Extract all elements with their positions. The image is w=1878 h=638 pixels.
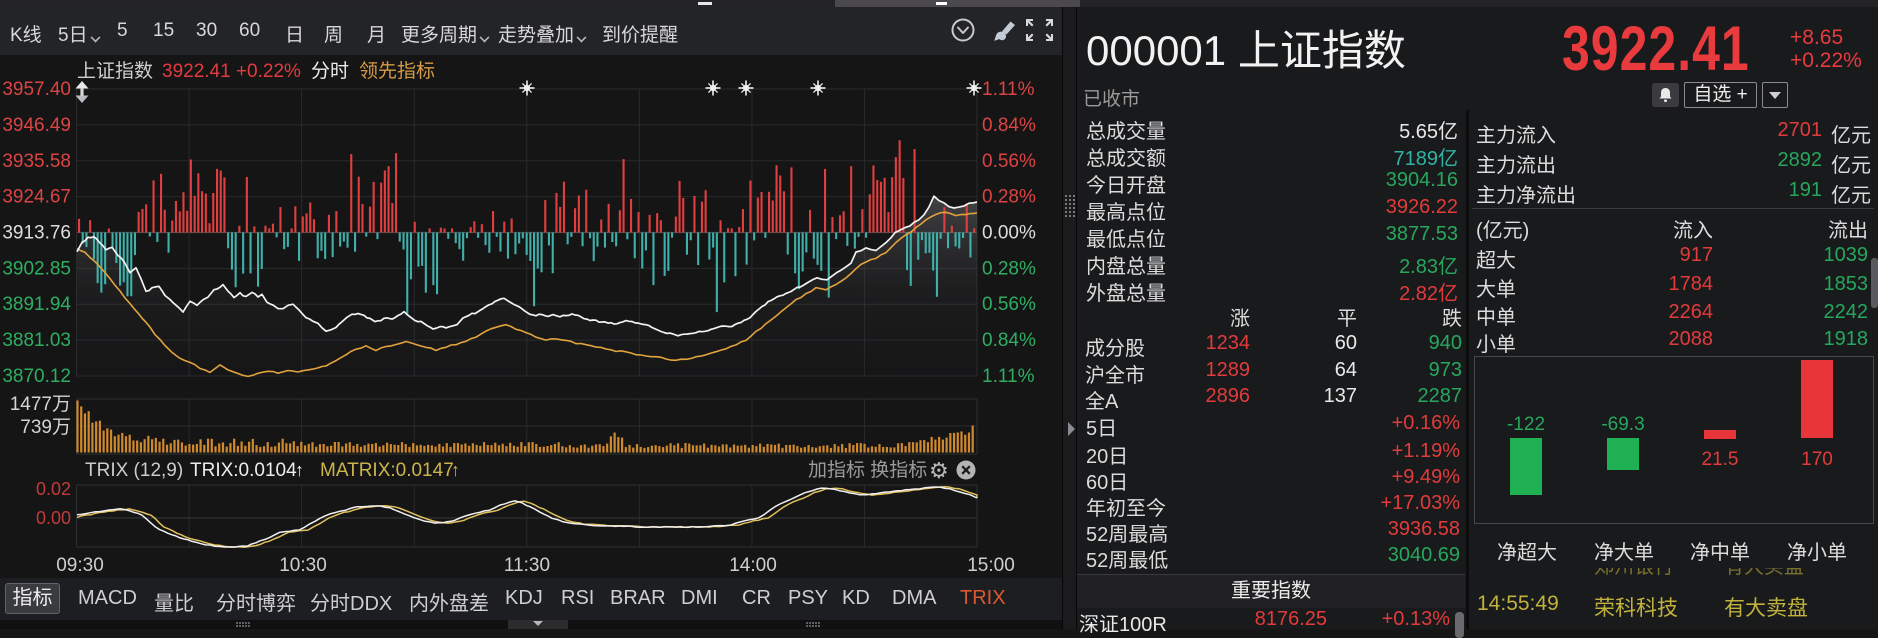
svg-text:15:00: 15:00	[967, 555, 1015, 576]
svg-text:11:30: 11:30	[504, 555, 550, 576]
svg-text:3902.85: 3902.85	[2, 258, 71, 279]
svg-text:0.00%: 0.00%	[982, 223, 1036, 244]
svg-text:1.11%: 1.11%	[982, 79, 1035, 100]
svg-text:3935.58: 3935.58	[2, 151, 71, 172]
svg-text:0.56%: 0.56%	[982, 294, 1036, 315]
svg-text:⚙: ⚙	[929, 458, 949, 483]
svg-text:3922.41 +0.22%: 3922.41 +0.22%	[162, 61, 301, 82]
svg-text:3891.94: 3891.94	[2, 294, 71, 315]
svg-text:0.84%: 0.84%	[982, 115, 1036, 136]
svg-text:3946.49: 3946.49	[2, 115, 71, 136]
svg-text:1477万: 1477万	[10, 394, 71, 415]
svg-text:739万: 739万	[20, 417, 71, 438]
svg-text:加指标 换指标: 加指标 换指标	[808, 459, 927, 481]
svg-text:上证指数: 上证指数	[77, 60, 153, 82]
svg-text:10:30: 10:30	[279, 555, 327, 576]
svg-text:14:00: 14:00	[729, 555, 777, 576]
svg-text:↑: ↑	[451, 460, 460, 480]
svg-text:分时: 分时	[311, 60, 349, 82]
svg-text:TRIX:0.0104: TRIX:0.0104	[190, 460, 297, 481]
svg-text:3881.03: 3881.03	[2, 330, 71, 351]
svg-text:3924.67: 3924.67	[2, 187, 71, 208]
svg-text:0.00: 0.00	[36, 508, 71, 528]
svg-text:1.11%: 1.11%	[982, 366, 1035, 387]
svg-text:0.28%: 0.28%	[982, 187, 1036, 208]
svg-text:领先指标: 领先指标	[359, 60, 435, 82]
svg-text:TRIX (12,9): TRIX (12,9)	[85, 460, 183, 481]
svg-text:0.28%: 0.28%	[982, 258, 1036, 279]
svg-text:3913.76: 3913.76	[2, 223, 71, 244]
svg-text:MATRIX:0.0147: MATRIX:0.0147	[320, 460, 454, 481]
svg-text:0.84%: 0.84%	[982, 330, 1036, 351]
svg-text:0.56%: 0.56%	[982, 151, 1036, 172]
svg-text:3957.40: 3957.40	[2, 79, 71, 100]
svg-text:0.02: 0.02	[36, 479, 71, 499]
svg-text:09:30: 09:30	[56, 555, 104, 576]
svg-text:↑: ↑	[295, 460, 304, 480]
svg-text:3870.12: 3870.12	[2, 366, 71, 387]
